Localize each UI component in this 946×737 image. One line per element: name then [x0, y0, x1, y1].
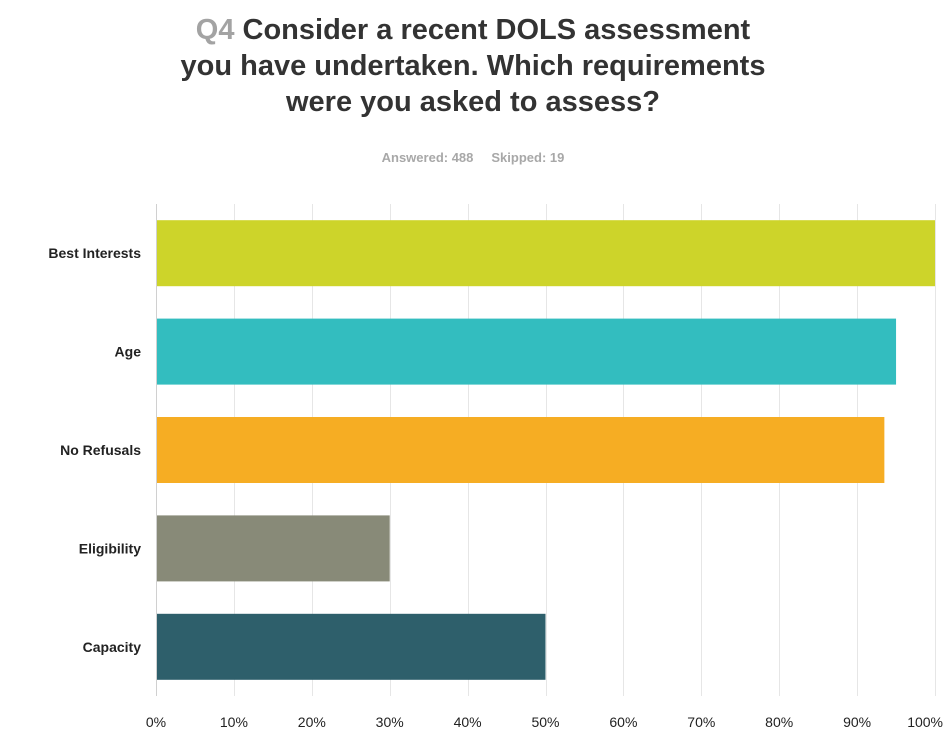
category-label: Eligibility	[79, 540, 141, 556]
x-tick-label: 20%	[298, 714, 326, 730]
bar-age	[157, 318, 897, 385]
title-line-2: you have undertaken. Which requirements	[180, 50, 766, 82]
category-label: Best Interests	[48, 245, 141, 261]
x-tick-label: 70%	[687, 714, 715, 730]
x-tick-label: 0%	[146, 714, 166, 730]
title-line-1: Q4 Consider a recent DOLS assessment	[195, 14, 751, 46]
x-tick-label: 40%	[454, 714, 482, 730]
bar-no-refusals	[157, 417, 885, 483]
category-label: Age	[115, 344, 142, 360]
x-tick-label: 80%	[765, 714, 793, 730]
x-tick-label: 100%	[907, 714, 943, 730]
question-number: Q4	[195, 14, 235, 46]
x-tick-label: 30%	[376, 714, 404, 730]
answered-count: Answered: 488	[381, 150, 474, 165]
category-label: No Refusals	[60, 442, 141, 458]
category-label: Capacity	[83, 639, 142, 655]
chart-title: Q4 Consider a recent DOLS assessment you…	[0, 12, 946, 120]
bar-best-interests	[157, 220, 935, 287]
x-tick-label: 10%	[220, 714, 248, 730]
x-tick-label: 60%	[609, 714, 637, 730]
bar-eligibility	[157, 515, 390, 582]
bar-capacity	[157, 613, 546, 680]
x-tick-label: 90%	[843, 714, 871, 730]
response-stats: Answered: 488 Skipped: 19	[0, 150, 946, 165]
title-line-3: were you asked to assess?	[286, 86, 660, 118]
skipped-count: Skipped: 19	[491, 150, 565, 165]
x-tick-label: 50%	[531, 714, 559, 730]
